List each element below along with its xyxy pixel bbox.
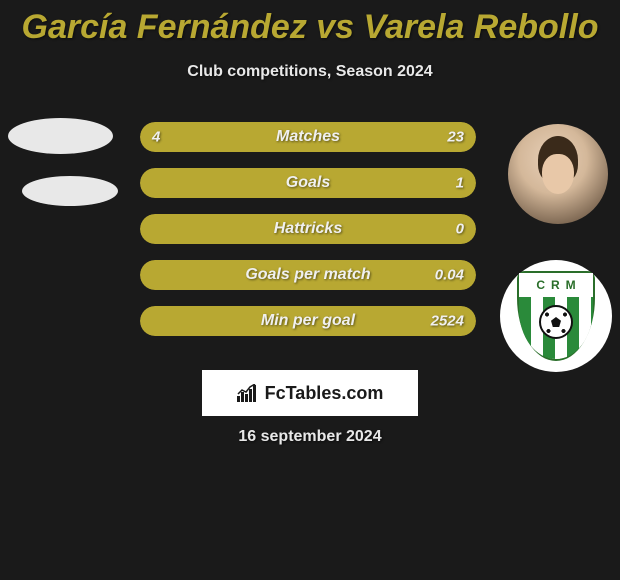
player-right-avatar xyxy=(508,124,608,224)
soccer-ball-icon xyxy=(539,305,573,339)
stat-label: Min per goal xyxy=(140,312,476,330)
shield-letters: CRM xyxy=(519,273,593,297)
brand-text: FcTables.com xyxy=(265,383,384,404)
stat-right-value: 0 xyxy=(456,221,464,238)
shield-icon: CRM xyxy=(517,271,595,361)
bar-chart-icon xyxy=(237,384,259,402)
stat-row-matches: 4 Matches 23 xyxy=(140,122,476,152)
stat-row-min-per-goal: Min per goal 2524 xyxy=(140,306,476,336)
brand-watermark: FcTables.com xyxy=(202,370,418,416)
stat-row-goals-per-match: Goals per match 0.04 xyxy=(140,260,476,290)
stat-right-value: 0.04 xyxy=(435,267,464,284)
stat-label: Goals per match xyxy=(140,266,476,284)
stat-label: Hattricks xyxy=(140,220,476,238)
page-title: García Fernández vs Varela Rebollo xyxy=(0,0,620,47)
stat-right-value: 1 xyxy=(456,175,464,192)
stats-container: 4 Matches 23 Goals 1 Hattricks 0 Goals p… xyxy=(140,122,476,352)
player-left-avatar-placeholder-2 xyxy=(22,176,118,206)
stat-row-hattricks: Hattricks 0 xyxy=(140,214,476,244)
stat-label: Matches xyxy=(140,128,476,146)
stat-right-value: 23 xyxy=(447,129,464,146)
stat-row-goals: Goals 1 xyxy=(140,168,476,198)
stat-right-value: 2524 xyxy=(431,313,464,330)
player-left-avatar-placeholder-1 xyxy=(8,118,113,154)
subtitle: Club competitions, Season 2024 xyxy=(0,63,620,81)
stat-label: Goals xyxy=(140,174,476,192)
club-badge: CRM xyxy=(500,260,612,372)
date-text: 16 september 2024 xyxy=(0,428,620,446)
